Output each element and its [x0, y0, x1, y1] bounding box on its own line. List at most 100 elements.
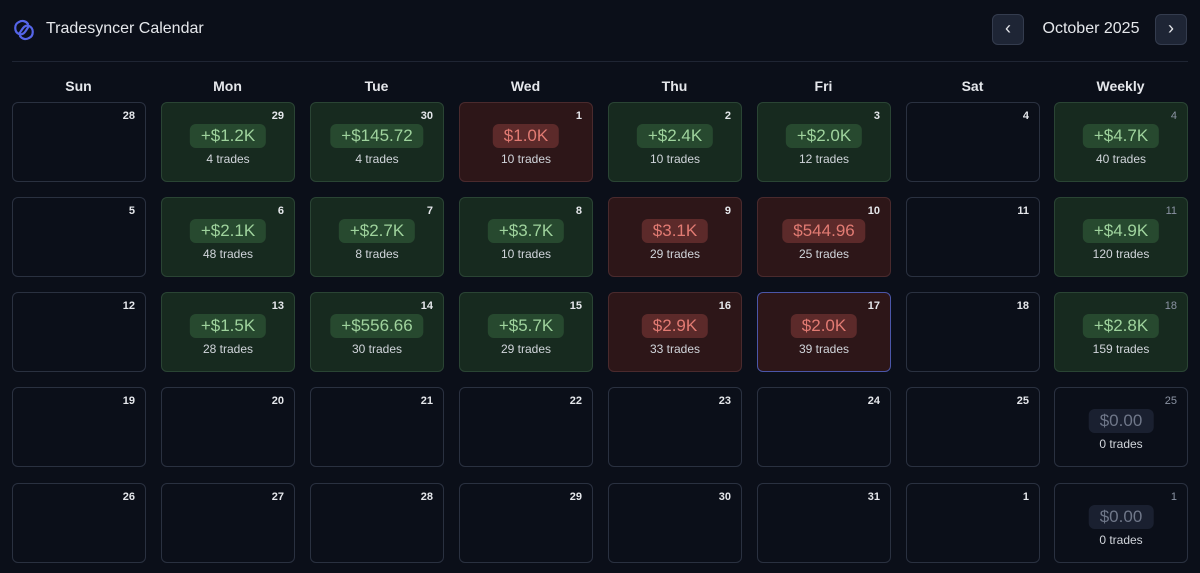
day-number: 9 [724, 205, 731, 217]
day-number: 29 [271, 110, 284, 122]
calendar-day-cell[interactable]: 6 +$2.1K 48 trades [161, 197, 295, 277]
day-number: 3 [873, 110, 880, 122]
pnl-badge: $1.0K [492, 124, 560, 148]
trade-count: 12 trades [798, 152, 850, 166]
trade-count: 28 trades [202, 342, 254, 356]
calendar-day-cell[interactable]: 14 +$556.66 30 trades [310, 292, 444, 372]
calendar-day-cell[interactable]: 28 [12, 102, 146, 182]
day-number: 7 [426, 205, 433, 217]
next-month-button[interactable]: › [1155, 14, 1187, 45]
weekday-header-row: Sun Mon Tue Wed Thu Fri Sat Weekly [0, 78, 1200, 94]
calendar-day-cell[interactable]: 28 [310, 483, 444, 563]
previous-month-button[interactable]: ‹ [992, 14, 1024, 45]
week-number: 25 [1164, 395, 1177, 407]
pnl-badge: +$2.4K [636, 124, 714, 148]
trade-count: 39 trades [798, 342, 850, 356]
weekday-header: Sat [961, 78, 984, 94]
week-number: 4 [1170, 110, 1177, 122]
day-number: 19 [122, 395, 135, 407]
calendar-day-cell[interactable]: 20 [161, 387, 295, 467]
pnl-badge: +$3.7K [487, 219, 565, 243]
calendar-day-cell[interactable]: 19 [12, 387, 146, 467]
calendar-day-cell[interactable]: 24 [757, 387, 891, 467]
calendar-day-cell[interactable]: 1 $1.0K 10 trades [459, 102, 593, 182]
weekly-header: Weekly [1096, 78, 1145, 94]
calendar-day-cell[interactable]: 16 $2.9K 33 trades [608, 292, 742, 372]
trade-count: 33 trades [649, 342, 701, 356]
weekday-header: Fri [814, 78, 833, 94]
day-number: 23 [718, 395, 731, 407]
day-number: 28 [420, 491, 433, 503]
pnl-badge: $2.0K [790, 314, 858, 338]
day-number: 13 [271, 300, 284, 312]
day-number: 26 [122, 491, 135, 503]
calendar-day-cell[interactable]: 5 [12, 197, 146, 277]
calendar-day-cell[interactable]: 18 [906, 292, 1040, 372]
trade-count: 8 trades [355, 247, 399, 261]
day-number: 20 [271, 395, 284, 407]
trade-count: 40 trades [1095, 152, 1147, 166]
pnl-badge: +$4.9K [1082, 219, 1160, 243]
week-number: 18 [1164, 300, 1177, 312]
weekly-summary-cell[interactable]: 11 +$4.9K 120 trades [1054, 197, 1188, 277]
calendar-day-cell[interactable]: 22 [459, 387, 593, 467]
chevron-right-icon: › [1168, 18, 1174, 38]
trade-count: 29 trades [500, 342, 552, 356]
weekly-summary-cell[interactable]: 1 $0.00 0 trades [1054, 483, 1188, 563]
calendar-day-cell[interactable]: 27 [161, 483, 295, 563]
trade-count: 29 trades [649, 247, 701, 261]
calendar-day-cell[interactable]: 8 +$3.7K 10 trades [459, 197, 593, 277]
pnl-badge: $3.1K [641, 219, 709, 243]
day-number: 22 [569, 395, 582, 407]
tradesyncer-logo-icon [14, 19, 34, 41]
calendar-day-cell[interactable]: 15 +$5.7K 29 trades [459, 292, 593, 372]
calendar-day-cell[interactable]: 25 [906, 387, 1040, 467]
calendar-day-cell[interactable]: 2 +$2.4K 10 trades [608, 102, 742, 182]
month-label: October 2025 [1042, 20, 1140, 37]
pnl-badge: +$1.2K [189, 124, 267, 148]
calendar-day-cell[interactable]: 4 [906, 102, 1040, 182]
calendar-day-cell[interactable]: 26 [12, 483, 146, 563]
calendar-day-cell[interactable]: 21 [310, 387, 444, 467]
calendar-day-cell[interactable]: 23 [608, 387, 742, 467]
day-number: 15 [569, 300, 582, 312]
calendar-day-cell[interactable]: 1 [906, 483, 1040, 563]
day-number: 30 [718, 491, 731, 503]
calendar-day-cell[interactable]: 3 +$2.0K 12 trades [757, 102, 891, 182]
calendar-day-cell[interactable]: 13 +$1.5K 28 trades [161, 292, 295, 372]
calendar-day-cell[interactable]: 7 +$2.7K 8 trades [310, 197, 444, 277]
calendar-day-cell[interactable]: 30 [608, 483, 742, 563]
weekly-summary-cell[interactable]: 18 +$2.8K 159 trades [1054, 292, 1188, 372]
trade-count: 10 trades [500, 247, 552, 261]
weekday-header: Mon [213, 78, 242, 94]
calendar-day-cell[interactable]: 11 [906, 197, 1040, 277]
pnl-badge: +$4.7K [1082, 124, 1160, 148]
calendar-day-cell[interactable]: 31 [757, 483, 891, 563]
calendar-day-cell[interactable]: 10 $544.96 25 trades [757, 197, 891, 277]
day-number: 18 [1016, 300, 1029, 312]
day-number: 12 [122, 300, 135, 312]
pnl-badge: $2.9K [641, 314, 709, 338]
calendar-day-cell[interactable]: 30 +$145.72 4 trades [310, 102, 444, 182]
weekly-summary-cell[interactable]: 4 +$4.7K 40 trades [1054, 102, 1188, 182]
calendar-day-cell[interactable]: 29 +$1.2K 4 trades [161, 102, 295, 182]
pnl-badge: +$2.0K [785, 124, 863, 148]
trade-count: 0 trades [1099, 437, 1143, 451]
calendar-day-cell[interactable]: 12 [12, 292, 146, 372]
pnl-badge: +$556.66 [330, 314, 424, 338]
trade-count: 159 trades [1092, 342, 1150, 356]
calendar-day-cell[interactable]: 29 [459, 483, 593, 563]
day-number: 2 [724, 110, 731, 122]
weekday-header: Thu [661, 78, 688, 94]
trade-count: 48 trades [202, 247, 254, 261]
day-number: 5 [128, 205, 135, 217]
calendar-day-cell[interactable]: 17 $2.0K 39 trades [757, 292, 891, 372]
calendar-day-cell[interactable]: 9 $3.1K 29 trades [608, 197, 742, 277]
trade-count: 25 trades [798, 247, 850, 261]
day-number: 24 [867, 395, 880, 407]
pnl-badge: +$5.7K [487, 314, 565, 338]
day-number: 10 [867, 205, 880, 217]
weekly-summary-cell[interactable]: 25 $0.00 0 trades [1054, 387, 1188, 467]
day-number: 21 [420, 395, 433, 407]
day-number: 1 [575, 110, 582, 122]
